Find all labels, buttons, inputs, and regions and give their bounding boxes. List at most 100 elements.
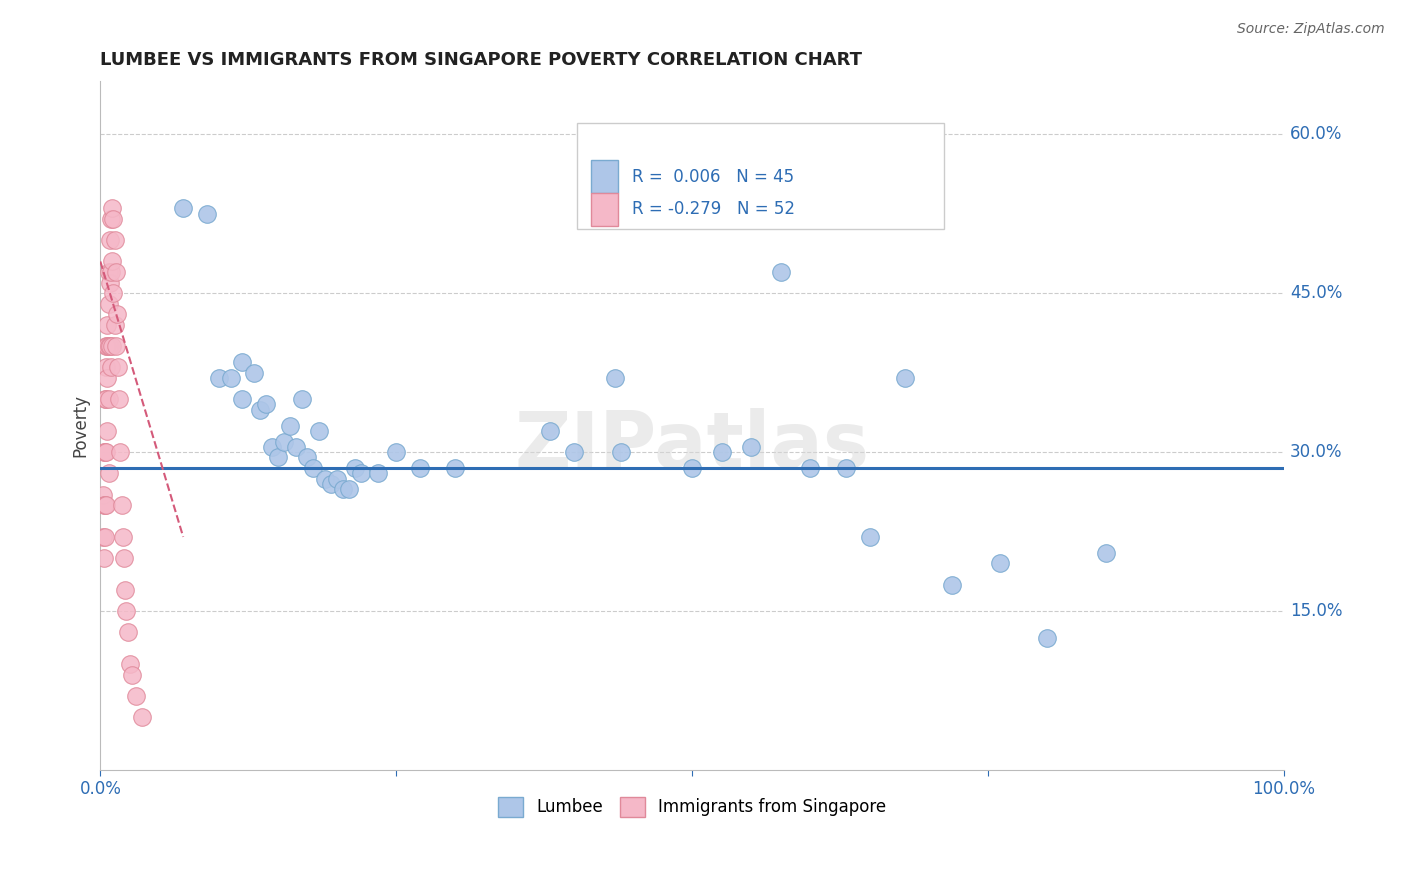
Point — [605, 371, 627, 385]
Point — [444, 461, 467, 475]
Point — [988, 557, 1011, 571]
Text: Source: ZipAtlas.com: Source: ZipAtlas.com — [1237, 22, 1385, 37]
Point — [117, 625, 139, 640]
Point — [118, 657, 141, 671]
Point — [100, 265, 122, 279]
Point — [97, 297, 120, 311]
Text: 15.0%: 15.0% — [1289, 602, 1343, 620]
Point — [894, 371, 917, 385]
Text: R = -0.279   N = 52: R = -0.279 N = 52 — [631, 201, 794, 219]
Point — [114, 582, 136, 597]
Point — [314, 472, 336, 486]
Point — [1036, 631, 1059, 645]
Point — [97, 392, 120, 407]
Point — [367, 467, 389, 481]
Text: 60.0%: 60.0% — [1289, 125, 1343, 144]
Point — [101, 339, 124, 353]
Text: LUMBEE VS IMMIGRANTS FROM SINGAPORE POVERTY CORRELATION CHART: LUMBEE VS IMMIGRANTS FROM SINGAPORE POVE… — [100, 51, 862, 69]
Point — [101, 254, 124, 268]
Point — [308, 424, 330, 438]
Point — [290, 392, 312, 407]
Point — [104, 339, 127, 353]
Point — [321, 477, 343, 491]
Point — [111, 530, 134, 544]
Point — [96, 371, 118, 385]
Point — [101, 202, 124, 216]
Point — [100, 212, 122, 227]
Point — [103, 286, 125, 301]
Point — [409, 461, 432, 475]
Point — [799, 461, 821, 475]
Point — [610, 445, 633, 459]
Point — [98, 339, 121, 353]
Point — [125, 689, 148, 703]
Point — [103, 212, 125, 227]
Point — [260, 440, 283, 454]
Point — [94, 392, 117, 407]
Point — [96, 339, 118, 353]
Point — [97, 265, 120, 279]
Point — [769, 265, 792, 279]
Point — [107, 360, 129, 375]
Point — [93, 498, 115, 512]
Text: R =  0.006   N = 45: R = 0.006 N = 45 — [631, 168, 794, 186]
Point — [254, 397, 277, 411]
Legend: Lumbee, Immigrants from Singapore: Lumbee, Immigrants from Singapore — [491, 790, 893, 823]
Point — [94, 530, 117, 544]
Point — [267, 450, 290, 465]
Point — [243, 366, 266, 380]
Point — [105, 307, 128, 321]
Point — [941, 577, 963, 591]
Point — [100, 360, 122, 375]
Point — [195, 207, 218, 221]
Point — [859, 530, 882, 544]
Point — [710, 445, 733, 459]
Point — [740, 440, 762, 454]
Point — [110, 445, 132, 459]
Point — [835, 461, 858, 475]
Point — [219, 371, 242, 385]
Y-axis label: Poverty: Poverty — [72, 394, 89, 458]
Point — [278, 418, 301, 433]
Point — [350, 467, 373, 481]
Point — [94, 445, 117, 459]
Point — [93, 445, 115, 459]
Point — [97, 467, 120, 481]
Point — [284, 440, 307, 454]
Point — [249, 402, 271, 417]
Point — [385, 445, 408, 459]
Point — [121, 667, 143, 681]
Text: 30.0%: 30.0% — [1289, 443, 1343, 461]
Point — [302, 461, 325, 475]
Bar — [592, 193, 617, 226]
Point — [337, 482, 360, 496]
Point — [273, 434, 295, 449]
FancyBboxPatch shape — [578, 123, 945, 229]
Point — [332, 482, 354, 496]
Point — [208, 371, 231, 385]
Point — [96, 392, 118, 407]
Point — [96, 424, 118, 438]
Point — [562, 445, 585, 459]
Bar — [592, 161, 617, 194]
Point — [231, 392, 253, 407]
Point — [91, 487, 114, 501]
Point — [231, 355, 253, 369]
Point — [538, 424, 561, 438]
Point — [111, 498, 134, 512]
Point — [326, 472, 349, 486]
Point — [108, 392, 131, 407]
Point — [172, 202, 194, 216]
Point — [104, 265, 127, 279]
Point — [103, 318, 125, 332]
Point — [297, 450, 319, 465]
Point — [96, 339, 118, 353]
Point — [96, 318, 118, 332]
Point — [98, 276, 121, 290]
Point — [1095, 546, 1118, 560]
Point — [97, 339, 120, 353]
Text: ZIPatlas: ZIPatlas — [515, 409, 869, 484]
Point — [115, 604, 138, 618]
Point — [93, 551, 115, 566]
Text: 45.0%: 45.0% — [1289, 285, 1343, 302]
